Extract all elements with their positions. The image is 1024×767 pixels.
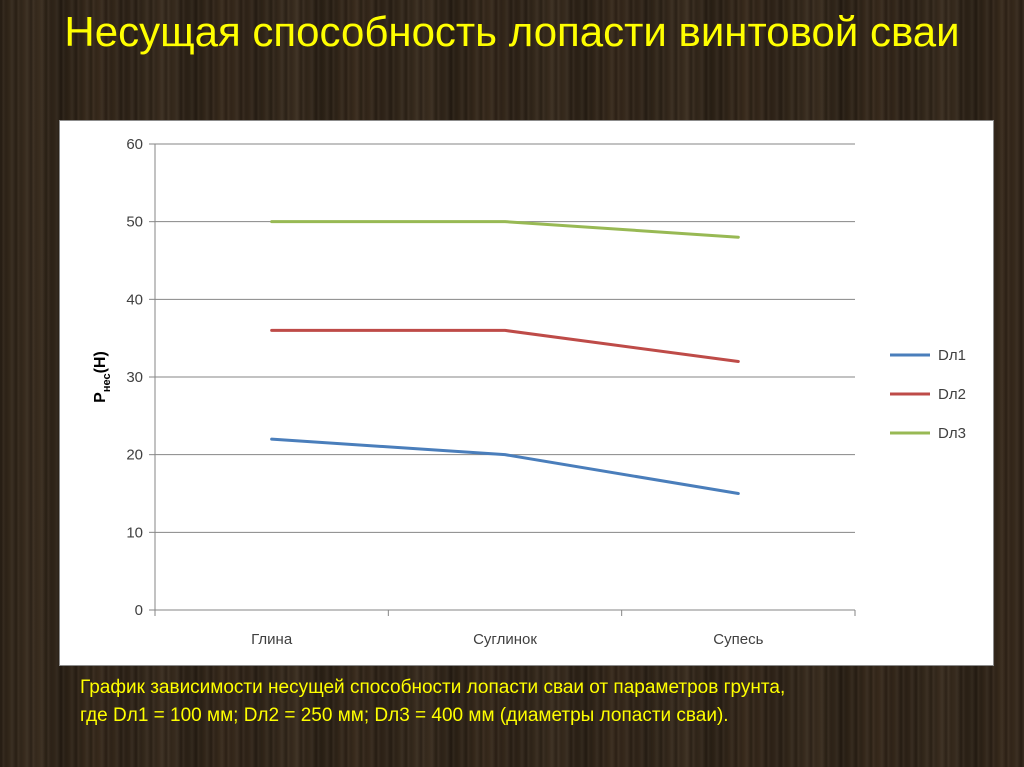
caption-line-2: где Dл1 = 100 мм; Dл2 = 250 мм; Dл3 = 40… <box>80 705 729 726</box>
y-axis-label-subscript: нес <box>101 373 113 392</box>
series-line-1 <box>270 437 740 495</box>
y-tick-label: 60 <box>126 136 143 153</box>
caption-line-1: График зависимости несущей способности л… <box>80 677 786 698</box>
y-tick-label: 20 <box>126 447 143 464</box>
series-line-3 <box>270 220 740 239</box>
y-tick-label: 0 <box>135 602 143 619</box>
legend-label: Dл2 <box>938 386 966 403</box>
series-line-2 <box>270 328 740 363</box>
y-axis-label: Pнес(Н) <box>92 351 113 403</box>
slide-title: Несущая способность лопасти винтовой сва… <box>40 2 984 62</box>
y-axis-label-main: P <box>92 392 109 403</box>
x-tick-label: Глина <box>251 631 293 648</box>
x-tick-label: Суглинок <box>473 631 537 648</box>
y-axis-label-unit: (Н) <box>92 351 109 373</box>
y-tick-label: 30 <box>126 369 143 386</box>
y-tick-label: 10 <box>126 524 143 541</box>
chart-caption: График зависимости несущей способности л… <box>80 674 980 730</box>
slide-title-text: Несущая способность лопасти винтовой сва… <box>64 8 960 55</box>
y-tick-label: 50 <box>126 214 143 231</box>
legend-label: Dл1 <box>938 347 966 364</box>
x-tick-label: Супесь <box>713 631 763 648</box>
line-chart: 0 10 20 30 40 50 60 Глина Суглинок Супесь Pнес(Н) D… <box>92 136 966 648</box>
y-tick-label: 40 <box>126 291 143 308</box>
legend-label: Dл3 <box>938 425 966 442</box>
chart-area: 0 10 20 30 40 50 60 Глина Суглинок Супесь Pнес(Н) D… <box>59 120 994 666</box>
